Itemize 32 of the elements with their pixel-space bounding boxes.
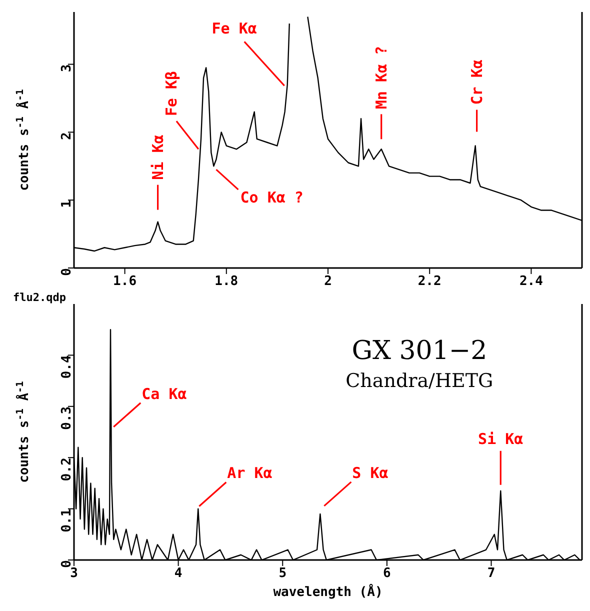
y-tick-label: 2	[60, 132, 75, 140]
x-tick-label: 2.2	[418, 274, 442, 290]
y-tick-label: 0.1	[60, 508, 75, 532]
x-tick-label: 4	[174, 566, 182, 582]
annotation: Ca Kα	[142, 384, 187, 403]
annotation: Chandra/HETG	[346, 370, 494, 392]
annotation: S Kα	[352, 464, 388, 482]
y-tick-label: 0	[60, 268, 75, 276]
annotation: Co Kα ?	[240, 188, 304, 207]
y-tick-label: 1	[60, 200, 75, 208]
y-tick-label: 0	[60, 560, 75, 568]
y-tick-label: 0.4	[60, 355, 75, 379]
x-tick-label: 1.8	[214, 274, 238, 290]
annotation: GX 301−2	[352, 336, 488, 366]
x-tick-label: 5	[278, 566, 287, 582]
x-tick-label: 2.4	[519, 274, 544, 290]
x-tick-label: 6	[383, 566, 392, 582]
annotation: Fe Kβ	[162, 71, 180, 116]
annotation: Si Kα	[478, 430, 524, 448]
x-tick-label: 1.6	[113, 274, 137, 290]
y-tick-label: 0.2	[60, 458, 75, 482]
annotation: Ni Kα	[148, 134, 167, 180]
x-axis-title: wavelength (Å)	[273, 583, 383, 600]
y-tick-label: 0.3	[60, 406, 75, 430]
annotation: Mn Kα ?	[372, 46, 390, 110]
annotation: Ar Kα	[227, 464, 272, 482]
x-tick-label: 2	[324, 274, 332, 290]
annotation: Cr Kα	[468, 60, 486, 105]
y-tick-label: 3	[60, 64, 75, 72]
annotation: Fe Kα	[212, 20, 257, 38]
x-tick-label: 7	[487, 566, 496, 582]
text: flu2.qdp	[13, 291, 66, 304]
